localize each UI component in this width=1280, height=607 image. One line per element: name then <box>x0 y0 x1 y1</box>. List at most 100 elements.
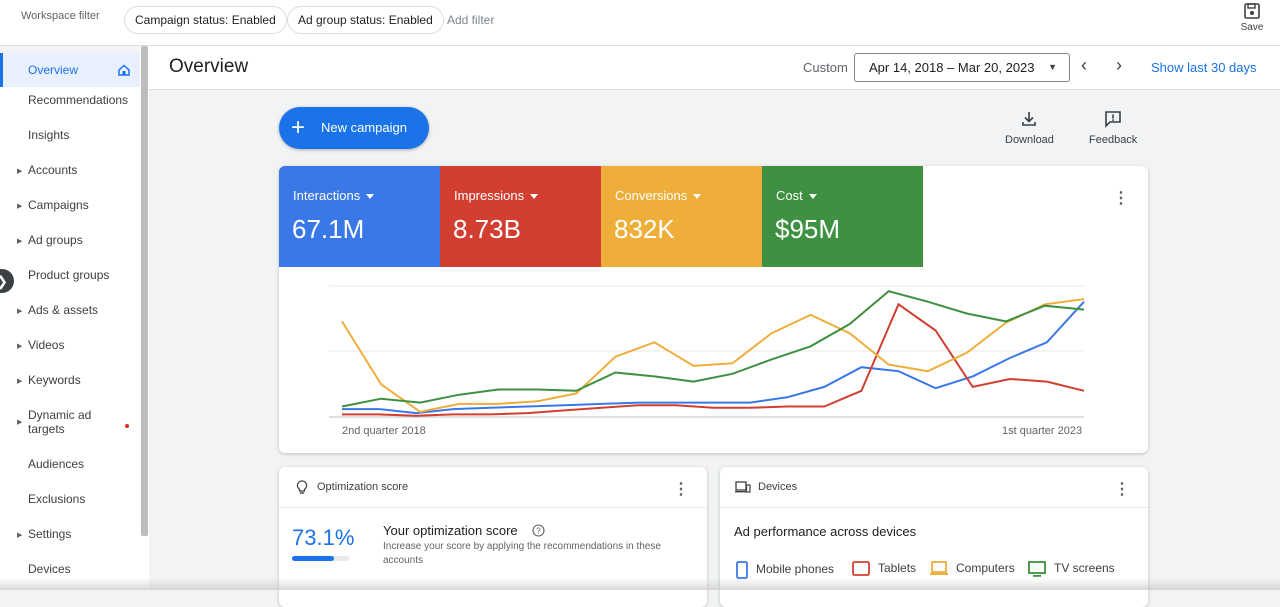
metric-value: 8.73B <box>453 214 521 244</box>
metric-tile-interactions[interactable]: Interactions 67.1M <box>279 166 440 267</box>
page-header: Overview Custom Apr 14, 2018 – Mar 20, 2… <box>149 46 1280 90</box>
series-line-conversions <box>341 298 1085 413</box>
sidebar-scrollbar[interactable] <box>141 46 148 536</box>
feedback-icon <box>1105 111 1121 128</box>
expand-arrow-icon: ▶ <box>17 419 23 426</box>
optimization-more-options-button[interactable]: ⋮ <box>673 481 689 498</box>
expand-arrow-icon: ▶ <box>17 343 23 350</box>
optimization-score-bar <box>292 556 349 561</box>
series-line-impressions <box>342 302 1085 417</box>
expand-arrow-icon: ▶ <box>17 378 23 385</box>
sidebar-item-product-groups[interactable]: Product groups <box>0 268 140 282</box>
sidebar-item-insights[interactable]: Insights <box>0 128 140 142</box>
date-range-value: Apr 14, 2018 – Mar 20, 2023 <box>869 60 1035 75</box>
filter-chip-ad-group-status[interactable]: Ad group status: Enabled <box>287 6 444 34</box>
legend-mobile-phones[interactable]: Mobile phones <box>736 561 834 579</box>
x-axis-start-label: 2nd quarter 2018 <box>342 425 426 437</box>
save-label: Save <box>1240 22 1264 33</box>
sidebar-item-dynamic-ad-targets[interactable]: ▶ Dynamic ad targets <box>0 408 129 436</box>
sidebar-item-ad-groups[interactable]: ▶ Ad groups <box>0 233 140 247</box>
series-line-cost <box>341 290 1085 408</box>
expand-arrow-icon: ▶ <box>17 203 23 210</box>
sidebar-item-label: Campaigns <box>28 198 89 212</box>
metric-name[interactable]: Interactions <box>293 188 374 203</box>
date-range-picker[interactable]: Apr 14, 2018 – Mar 20, 2023 ▼ <box>854 53 1070 82</box>
feedback-button[interactable]: Feedback <box>1089 110 1137 146</box>
sidebar-item-exclusions[interactable]: Exclusions <box>0 492 140 506</box>
date-range-type-label: Custom <box>803 60 848 75</box>
sidebar-item-accounts[interactable]: ▶ Accounts <box>0 163 140 177</box>
feedback-label: Feedback <box>1089 134 1138 146</box>
metric-name[interactable]: Cost <box>776 188 817 203</box>
sidebar-item-label: Keywords <box>28 373 81 387</box>
sidebar-item-label: Videos <box>28 338 65 352</box>
performance-card: Interactions 67.1M Impressions 8.73B Convers… <box>279 166 1148 453</box>
dropdown-caret-icon: ▼ <box>1048 62 1057 72</box>
metric-value: $95M <box>775 214 841 244</box>
sidebar-item-keywords[interactable]: ▶ Keywords <box>0 373 140 387</box>
devices-card-header: Devices ⋮ <box>720 467 1148 508</box>
devices-icon <box>735 481 751 493</box>
save-button[interactable]: Save <box>1236 2 1268 33</box>
plus-icon: + <box>291 114 306 141</box>
next-period-button[interactable]: › <box>1116 55 1122 75</box>
legend-tv-screens[interactable]: TV screens <box>1028 561 1115 577</box>
sidebar-item-campaigns[interactable]: ▶ Campaigns <box>0 198 140 212</box>
metric-name[interactable]: Impressions <box>454 188 538 203</box>
workspace-filter-bar: Workspace filter Campaign status: Enable… <box>0 0 1280 46</box>
sidebar-item-videos[interactable]: ▶ Videos <box>0 338 140 352</box>
metric-name[interactable]: Conversions <box>615 188 701 203</box>
bottom-fade <box>0 578 1280 590</box>
expand-arrow-icon: ▶ <box>17 168 23 175</box>
show-last-30-days-link[interactable]: Show last 30 days <box>1151 60 1257 75</box>
devices-more-options-button[interactable]: ⋮ <box>1114 481 1130 498</box>
series-line-interactions <box>342 301 1085 415</box>
svg-text:?: ? <box>536 527 541 536</box>
sidebar-item-settings[interactable]: ▶ Settings <box>0 527 140 541</box>
sidebar-item-label: Accounts <box>28 163 78 177</box>
legend-computers[interactable]: Computers <box>930 561 1015 576</box>
sidebar-item-label: Product groups <box>28 268 110 282</box>
sidebar-item-devices[interactable]: Devices <box>0 562 140 576</box>
sidebar-item-overview[interactable]: Overview <box>0 53 140 87</box>
lightbulb-icon <box>296 480 308 494</box>
expand-arrow-icon: ▶ <box>17 532 23 539</box>
download-label: Download <box>1005 134 1054 146</box>
filter-chip-campaign-status[interactable]: Campaign status: Enabled <box>124 6 287 34</box>
metric-value: 832K <box>614 214 675 244</box>
sidebar-item-label: Devices <box>28 562 71 576</box>
expand-arrow-icon: ▶ <box>17 238 23 245</box>
legend-label: Computers <box>956 561 1015 575</box>
optimization-score-description: Increase your score by applying the reco… <box>383 541 661 566</box>
help-icon[interactable]: ? <box>532 524 545 537</box>
collapse-sidebar-button[interactable]: ❯ <box>0 269 14 293</box>
legend-label: TV screens <box>1054 561 1115 576</box>
metric-tile-conversions[interactable]: Conversions 832K <box>601 166 762 267</box>
workspace-filter-label: Workspace filter <box>21 10 100 22</box>
download-button[interactable]: Download <box>1005 110 1054 146</box>
sidebar-item-label: Exclusions <box>28 492 86 506</box>
devices-card-title: Devices <box>758 481 798 493</box>
chevron-right-icon: ❯ <box>0 273 8 289</box>
tablet-icon <box>852 561 878 577</box>
performance-line-chart <box>329 285 1085 418</box>
sidebar-item-label: Recommendations <box>28 93 129 107</box>
sidebar-item-recommendations[interactable]: Recommendations <box>0 93 140 107</box>
legend-tablets[interactable]: Tablets <box>852 561 917 577</box>
performance-more-options-button[interactable]: ⋮ <box>1113 190 1129 207</box>
previous-period-button[interactable]: ‹ <box>1081 55 1087 75</box>
new-campaign-button[interactable]: + New campaign <box>279 107 429 149</box>
metric-value: 67.1M <box>292 214 365 244</box>
devices-heading: Ad performance across devices <box>734 524 917 539</box>
metric-tile-cost[interactable]: Cost $95M <box>762 166 923 267</box>
sidebar-item-label: Settings <box>28 527 72 541</box>
sidebar-item-ads-assets[interactable]: ▶ Ads & assets <box>0 303 140 317</box>
computer-icon <box>930 561 956 576</box>
metric-tile-impressions[interactable]: Impressions 8.73B <box>440 166 601 267</box>
download-icon <box>1022 112 1037 126</box>
sidebar-item-audiences[interactable]: Audiences <box>0 457 140 471</box>
tv-icon <box>1028 561 1054 577</box>
legend-label: Tablets <box>878 561 917 575</box>
sidebar-nav: Overview Recommendations Insights ▶ Accounts… <box>0 53 140 590</box>
add-filter-button[interactable]: Add filter <box>447 13 495 27</box>
